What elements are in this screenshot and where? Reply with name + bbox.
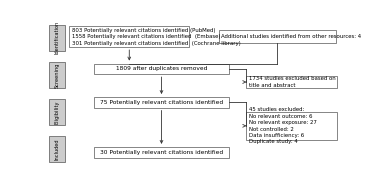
Text: 1734 studies excluded based on
title and abstract: 1734 studies excluded based on title and…: [249, 76, 336, 88]
Text: Additional studies identified from other resources: 4: Additional studies identified from other…: [221, 34, 361, 39]
Text: 30 Potentially relevant citations identified: 30 Potentially relevant citations identi…: [100, 150, 223, 155]
FancyBboxPatch shape: [49, 25, 65, 51]
Text: 45 studies excluded:
No relevant outcome: 6
No relevant exposure: 27
Not control: 45 studies excluded: No relevant outcome…: [249, 107, 316, 144]
FancyBboxPatch shape: [69, 26, 189, 47]
FancyBboxPatch shape: [49, 136, 65, 162]
FancyBboxPatch shape: [246, 112, 337, 140]
FancyBboxPatch shape: [94, 63, 229, 74]
FancyBboxPatch shape: [49, 62, 65, 88]
Text: Identification: Identification: [54, 21, 59, 55]
Text: Included: Included: [54, 138, 59, 160]
Text: 75 Potentially relevant citations identified: 75 Potentially relevant citations identi…: [100, 100, 223, 105]
FancyBboxPatch shape: [246, 76, 337, 88]
Text: Eligibility: Eligibility: [54, 100, 59, 124]
FancyBboxPatch shape: [94, 97, 229, 108]
FancyBboxPatch shape: [94, 147, 229, 157]
Text: 1809 after duplicates removed: 1809 after duplicates removed: [116, 66, 207, 71]
Text: Screening: Screening: [54, 62, 59, 88]
Text: 803 Potentially relevant citations identified (PubMed)
1558 Potentially relevant: 803 Potentially relevant citations ident…: [71, 28, 240, 46]
FancyBboxPatch shape: [49, 99, 65, 125]
FancyBboxPatch shape: [218, 30, 336, 43]
